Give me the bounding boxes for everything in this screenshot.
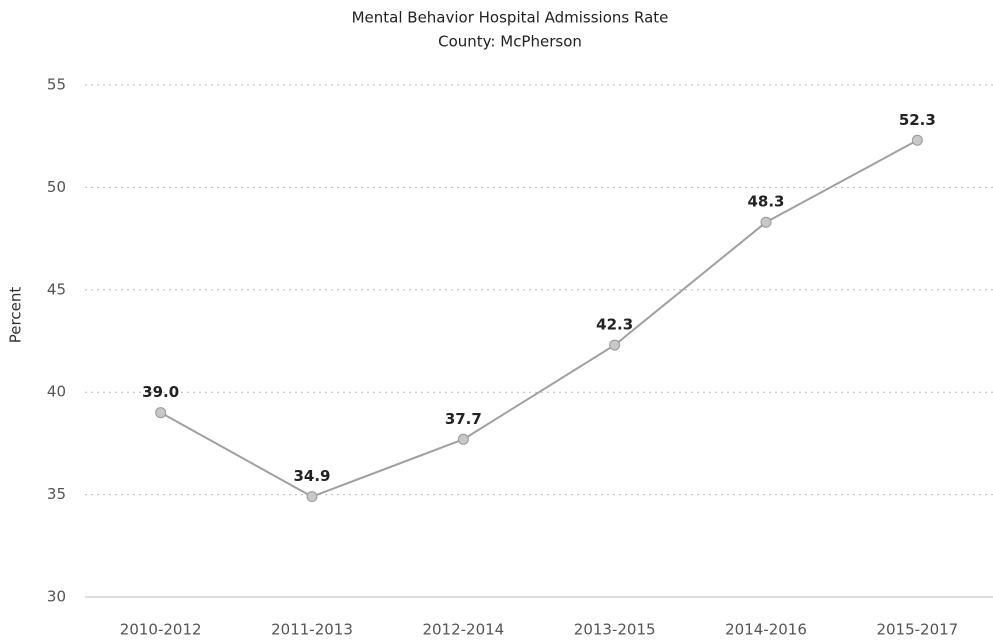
data-label: 52.3 (899, 111, 936, 129)
chart-subtitle: County: McPherson (438, 33, 582, 51)
y-tick-label: 40 (47, 383, 66, 401)
y-tick-label: 45 (47, 280, 66, 298)
data-point (911, 134, 923, 146)
data-line (160, 139, 918, 498)
data-point (609, 339, 621, 351)
y-axis-label: Percent (7, 287, 25, 344)
data-point (760, 216, 772, 228)
data-label: 42.3 (596, 316, 633, 334)
data-label: 37.7 (445, 410, 482, 428)
data-label: 48.3 (747, 193, 784, 211)
x-tick-label: 2015-2017 (876, 621, 958, 639)
chart-title: Mental Behavior Hospital Admissions Rate (352, 9, 669, 27)
data-point (155, 407, 167, 419)
x-tick-label: 2013-2015 (574, 621, 656, 639)
y-tick-label: 30 (47, 588, 66, 606)
data-label: 39.0 (142, 383, 179, 401)
x-tick-label: 2014-2016 (725, 621, 807, 639)
x-tick-label: 2012-2014 (422, 621, 504, 639)
data-point (306, 491, 318, 503)
x-tick-label: 2010-2012 (120, 621, 202, 639)
data-label: 34.9 (293, 467, 330, 485)
data-point (457, 433, 469, 445)
x-tick-label: 2011-2013 (271, 621, 353, 639)
y-tick-label: 55 (47, 76, 66, 94)
y-tick-label: 50 (47, 178, 66, 196)
y-tick-label: 35 (47, 485, 66, 503)
